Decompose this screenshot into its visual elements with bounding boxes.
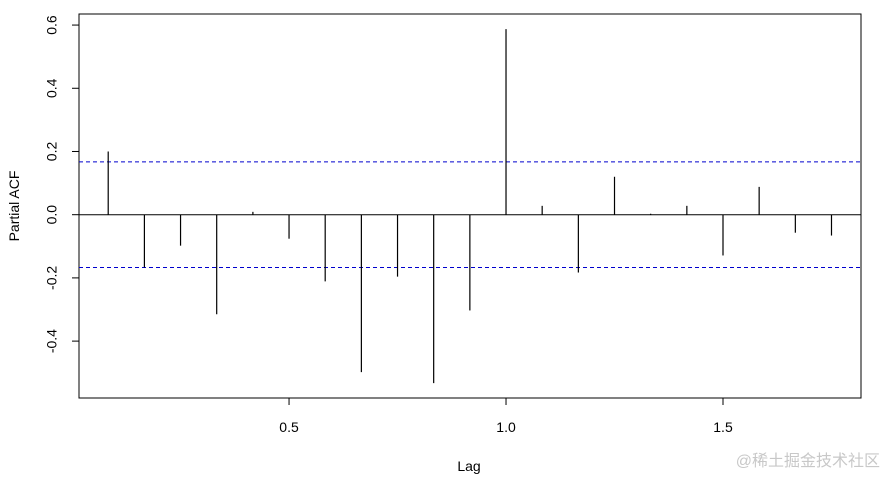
- y-tick-label: 0.6: [44, 15, 60, 35]
- y-axis-label: Partial ACF: [6, 171, 22, 242]
- y-tick-label: -0.2: [44, 266, 60, 290]
- y-tick-label: 0.0: [44, 205, 60, 225]
- x-tick-label: 1.5: [713, 419, 733, 435]
- watermark: @稀土掘金技术社区: [736, 452, 880, 470]
- y-tick-label: 0.2: [44, 142, 60, 162]
- x-axis-label: Lag: [457, 458, 480, 474]
- y-tick-label: 0.4: [44, 78, 60, 98]
- x-tick-label: 0.5: [279, 419, 299, 435]
- y-tick-label: -0.4: [44, 329, 60, 353]
- x-tick-label: 1.0: [496, 419, 516, 435]
- plot-frame: [78, 13, 862, 399]
